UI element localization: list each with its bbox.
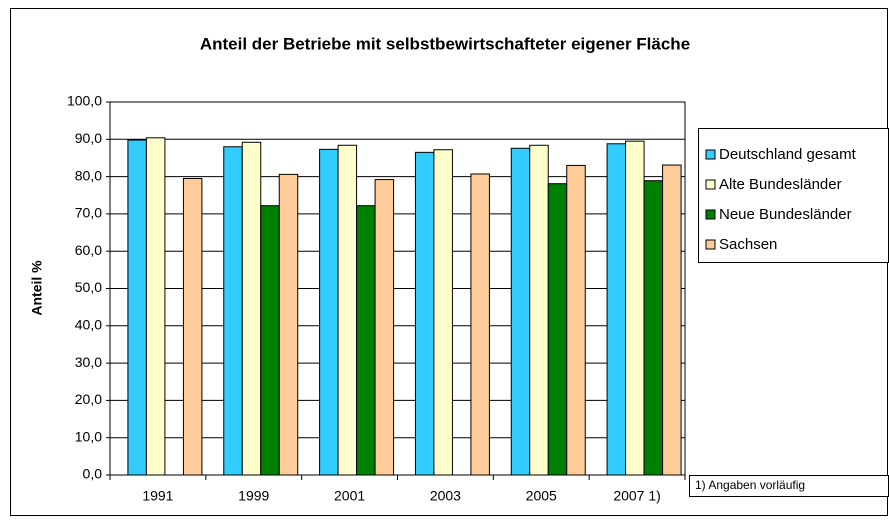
bar	[319, 148, 339, 476]
y-tick-label: 50,0	[75, 279, 102, 295]
y-tick-label: 100,0	[67, 93, 102, 109]
bar	[337, 144, 358, 476]
bar	[223, 146, 243, 476]
y-tick-label: 30,0	[75, 354, 102, 370]
legend-box	[698, 128, 889, 263]
y-tick-label: 0,0	[83, 466, 103, 482]
legend-swatch	[705, 149, 716, 160]
bar	[145, 137, 166, 476]
bar	[241, 141, 262, 476]
bar	[182, 177, 203, 476]
legend-swatch	[705, 179, 716, 190]
bar	[547, 183, 568, 476]
bar	[127, 139, 147, 476]
bar	[414, 151, 435, 476]
bar	[470, 173, 490, 476]
bar	[662, 164, 682, 476]
legend-label: Neue Bundesländer	[719, 206, 852, 223]
bar	[625, 140, 645, 476]
y-tick-label: 20,0	[75, 391, 102, 407]
x-tick-label: 1999	[238, 488, 269, 504]
x-tick-label: 1991	[142, 488, 173, 504]
bar	[529, 144, 549, 476]
bar	[643, 180, 664, 476]
y-tick-label: 60,0	[75, 242, 102, 258]
legend-swatch	[705, 209, 716, 220]
x-tick-label: 2001	[334, 488, 365, 504]
y-axis-label: Anteil %	[29, 260, 45, 316]
bar	[433, 149, 453, 476]
x-tick-label: 2003	[430, 488, 461, 504]
y-tick-label: 90,0	[75, 130, 102, 146]
legend-label: Alte Bundesländer	[719, 176, 842, 193]
bar	[374, 179, 395, 476]
bar	[260, 205, 280, 476]
bar	[566, 164, 586, 476]
y-tick-label: 70,0	[75, 205, 102, 221]
x-tick-label: 2005	[526, 488, 557, 504]
y-tick-label: 10,0	[75, 428, 102, 444]
y-tick-label: 40,0	[75, 317, 102, 333]
y-tick-label: 80,0	[75, 167, 102, 183]
chart-title: Anteil der Betriebe mit selbstbewirtscha…	[200, 34, 690, 53]
legend-label: Sachsen	[719, 236, 777, 253]
legend-swatch	[705, 239, 716, 250]
bar	[278, 173, 299, 476]
bar	[356, 205, 376, 476]
bar	[606, 143, 627, 476]
legend-label: Deutschland gesamt	[719, 146, 857, 163]
x-tick-label: 2007 1)	[613, 488, 660, 504]
note: 1) Angaben vorläufig	[695, 478, 805, 492]
bar	[510, 147, 531, 476]
